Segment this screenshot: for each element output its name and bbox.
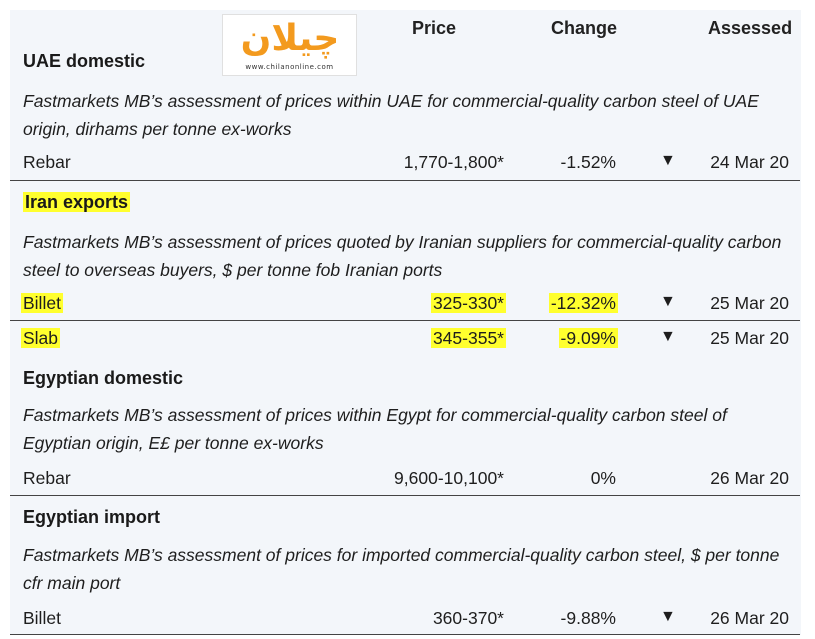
column-header-change: Change	[551, 18, 618, 38]
down-arrow-icon: ▼	[660, 152, 676, 169]
logo-url: www.chilanonline.com	[245, 63, 334, 71]
section-description-uae-domestic: Fastmarkets MB’s assessment of prices wi…	[23, 91, 759, 139]
row-price: 345-355*	[430, 328, 506, 349]
row-item: Billet	[23, 608, 61, 628]
row-assessed-date: 26 Mar 20	[710, 608, 789, 628]
highlight-mark: Slab	[21, 328, 61, 348]
row-item: Rebar	[23, 468, 71, 488]
section-title-uae-domestic: UAE domestic	[23, 51, 146, 71]
highlight-mark: -9.09%	[558, 328, 618, 348]
row-price: 325-330*	[430, 293, 506, 314]
highlight-mark: Billet	[21, 293, 63, 313]
row-change: -9.88%	[560, 608, 616, 628]
row-assessed-date: 26 Mar 20	[710, 468, 789, 488]
section-title-iran-exports: Iran exports	[23, 192, 131, 213]
down-arrow-icon: ▼	[660, 328, 676, 345]
row-change: -1.52%	[560, 152, 616, 172]
row-change: -9.09%	[558, 328, 618, 349]
section-title-egyptian-domestic: Egyptian domestic	[23, 368, 184, 388]
chilan-logo: چیلان www.chilanonline.com	[222, 14, 357, 76]
column-header-assessed: Assessed	[708, 18, 793, 38]
row-item: Rebar	[23, 152, 71, 172]
highlight-mark: -12.32%	[548, 293, 618, 313]
highlight-mark: 345-355*	[430, 328, 506, 348]
row-divider	[10, 180, 800, 181]
highlight-mark: 325-330*	[430, 293, 506, 313]
row-item: Slab	[21, 328, 61, 349]
down-arrow-icon: ▼	[660, 608, 676, 625]
row-assessed-date: 25 Mar 20	[710, 293, 789, 313]
row-change: 0%	[590, 468, 616, 488]
logo-wordmark: چیلان	[240, 18, 342, 59]
column-header-price: Price	[412, 18, 457, 38]
row-assessed-date: 24 Mar 20	[710, 152, 789, 172]
row-price: 1,770-1,800*	[403, 152, 504, 172]
row-price: 360-370*	[432, 608, 504, 628]
section-description-egyptian-domestic: Fastmarkets MB’s assessment of prices wi…	[23, 405, 727, 453]
section-description-egyptian-import: Fastmarkets MB’s assessment of prices fo…	[23, 545, 780, 593]
row-change: -12.32%	[548, 293, 618, 314]
section-description-iran-exports: Fastmarkets MB’s assessment of prices qu…	[23, 232, 782, 280]
section-title-egyptian-import: Egyptian import	[23, 507, 161, 527]
row-price: 9,600-10,100*	[394, 468, 504, 488]
row-divider	[10, 320, 800, 321]
row-assessed-date: 25 Mar 20	[710, 328, 789, 348]
price-table-panel	[10, 10, 801, 635]
row-divider	[10, 495, 800, 496]
row-item: Billet	[21, 293, 63, 314]
down-arrow-icon: ▼	[660, 293, 676, 310]
row-divider	[10, 634, 800, 635]
highlight-mark: Iran exports	[23, 192, 131, 212]
